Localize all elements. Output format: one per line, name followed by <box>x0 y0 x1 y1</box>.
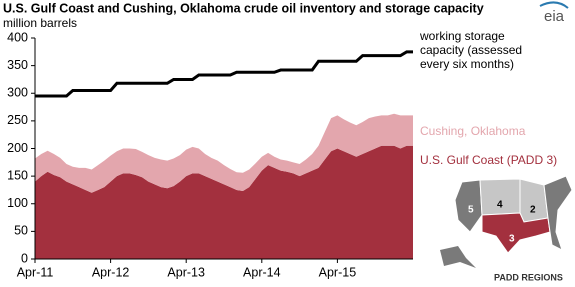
logo-text: eia <box>544 8 565 25</box>
region-3 <box>481 212 551 254</box>
chart-title: U.S. Gulf Coast and Cushing, Oklahoma cr… <box>3 1 484 15</box>
alaska <box>440 246 476 268</box>
y-axis-label: million barrels <box>3 16 77 30</box>
y-tick-label: 50 <box>14 224 28 238</box>
region-label: 3 <box>509 234 515 245</box>
y-tick-label: 150 <box>7 168 28 182</box>
y-tick-label: 0 <box>21 251 28 265</box>
region-label: 1 <box>560 212 566 223</box>
y-tick-label: 200 <box>7 141 28 155</box>
legend-label: Cushing, Oklahoma <box>420 124 526 138</box>
legend-label: working storage capacity (assessed every… <box>420 29 523 71</box>
legend-label: U.S. Gulf Coast (PADD 3) <box>420 153 558 167</box>
region-label: 2 <box>530 205 536 216</box>
x-tick-label: Apr-12 <box>92 265 130 279</box>
line <box>35 50 413 98</box>
y-tick-label: 350 <box>7 58 28 72</box>
area <box>35 113 413 193</box>
y-tick-label: 300 <box>7 86 28 100</box>
x-tick-label: Apr-11 <box>17 265 54 279</box>
x-tick-label: Apr-13 <box>167 265 205 279</box>
logo: eia <box>539 1 569 25</box>
y-tick-label: 100 <box>7 196 28 210</box>
y-tick-label: 400 <box>7 30 28 44</box>
region-label: 5 <box>468 205 474 216</box>
region-label: 4 <box>497 200 503 211</box>
region-1 <box>543 175 573 251</box>
map-title: PADD REGIONS <box>494 272 563 282</box>
y-tick-label: 250 <box>7 113 28 127</box>
x-tick-label: Apr-15 <box>319 265 357 279</box>
logo-arc <box>539 1 569 9</box>
padd-map: 5 4 2 3 1 PADD REGIONS <box>440 175 573 282</box>
x-tick-label: Apr-14 <box>243 265 281 279</box>
area <box>35 145 413 259</box>
